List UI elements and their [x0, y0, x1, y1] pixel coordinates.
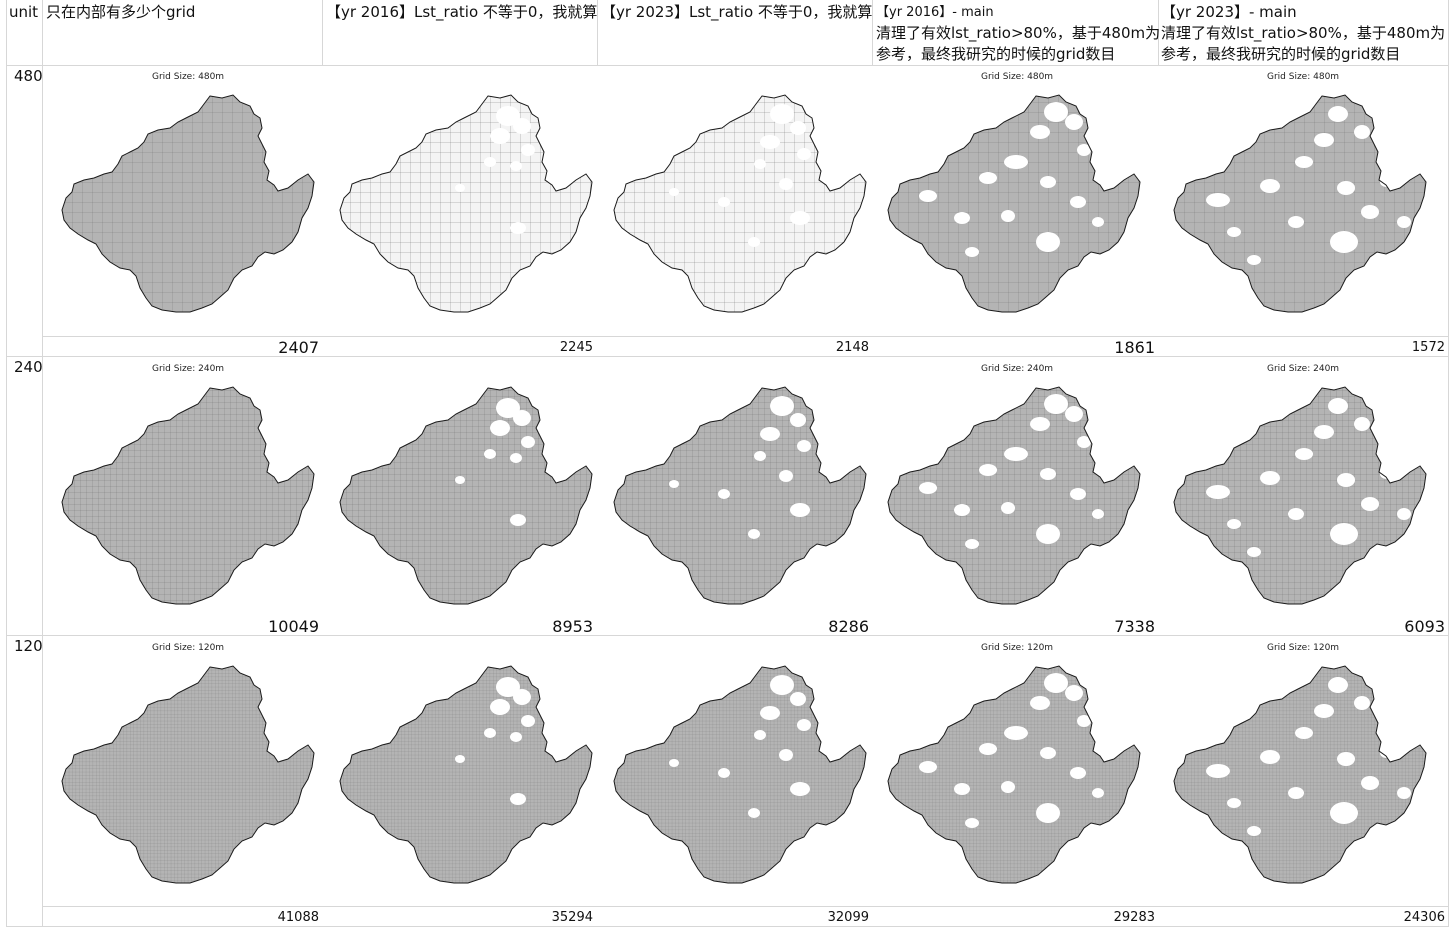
- grid-map-image: [1173, 94, 1427, 313]
- row-label-120[interactable]: 120: [14, 637, 43, 655]
- grid-map-image: [1173, 386, 1427, 605]
- map-title: Grid Size: 480m: [981, 72, 1054, 82]
- region-outline: [61, 386, 315, 605]
- grid-map-image: [1173, 665, 1427, 884]
- header-line: 清理了有效lst_ratio>80%，基于480m为: [876, 24, 1161, 42]
- region-outline: [1173, 94, 1427, 313]
- region-outline: [61, 665, 315, 884]
- grid-map-image: [887, 665, 1141, 884]
- header-line: 清理了有效lst_ratio>80%，基于480m为: [1161, 24, 1446, 42]
- column-header-2016-main[interactable]: 【yr 2016】- main 清理了有效lst_ratio>80%，基于480…: [876, 2, 1160, 65]
- region-outline: [1173, 386, 1427, 605]
- row-label-480[interactable]: 480: [14, 67, 43, 85]
- row-divider: [6, 65, 1448, 66]
- region-outline: [887, 386, 1141, 605]
- map-title: Grid Size: 480m: [1267, 72, 1340, 82]
- grid-map-image: [61, 386, 315, 605]
- header-line: 参考，最终我研究的时候的grid数目: [1161, 45, 1401, 63]
- region-outline: [1173, 665, 1427, 884]
- header-line: 【yr 2023】- main: [1161, 3, 1297, 21]
- region-outline: [887, 665, 1141, 884]
- column-divider: [597, 0, 598, 66]
- grid-map-image: [61, 665, 315, 884]
- map-title: Grid Size: 120m: [1267, 643, 1340, 653]
- column-divider: [1448, 0, 1449, 927]
- header-line: 【yr 2016】- main: [876, 5, 994, 20]
- map-title: Grid Size: 240m: [152, 364, 225, 374]
- map-title: Grid Size: 240m: [1267, 364, 1340, 374]
- count-cell[interactable]: 24306: [1403, 910, 1445, 925]
- column-header-2023-nonzero[interactable]: 【yr 2023】Lst_ratio 不等于0，我就算: [601, 2, 872, 23]
- column-divider: [322, 0, 323, 66]
- grid-map-image: [613, 94, 867, 313]
- column-header-2023-main[interactable]: 【yr 2023】- main 清理了有效lst_ratio>80%，基于480…: [1161, 2, 1445, 65]
- column-divider: [42, 0, 43, 927]
- grid-map-image: [887, 386, 1141, 605]
- grid-map-image: [339, 386, 593, 605]
- grid-map-image: [613, 386, 867, 605]
- count-cell[interactable]: 8953: [552, 617, 593, 636]
- region-outline: [613, 94, 867, 313]
- count-cell[interactable]: 32099: [827, 910, 869, 925]
- count-cell[interactable]: 29283: [1113, 910, 1155, 925]
- grid-map-image: [339, 94, 593, 313]
- region-outline: [613, 665, 867, 884]
- region-outline: [61, 94, 315, 313]
- count-cell[interactable]: 8286: [828, 617, 869, 636]
- column-header-2016-nonzero[interactable]: 【yr 2016】Lst_ratio 不等于0，我就算: [326, 2, 597, 23]
- count-cell[interactable]: 2148: [835, 340, 869, 355]
- count-cell[interactable]: 35294: [551, 910, 593, 925]
- count-cell[interactable]: 10049: [268, 617, 319, 636]
- column-divider: [1158, 0, 1159, 66]
- map-title: Grid Size: 480m: [152, 72, 225, 82]
- count-divider: [42, 906, 1448, 907]
- grid-map-image: [887, 94, 1141, 313]
- header-line: 【yr 2016】Lst_ratio 不等于0，我就算: [326, 3, 598, 21]
- count-cell[interactable]: 2407: [278, 338, 319, 357]
- grid-map-image: [61, 94, 315, 313]
- region-outline: [339, 94, 593, 313]
- region-outline: [339, 665, 593, 884]
- count-cell[interactable]: 1572: [1411, 340, 1445, 355]
- map-title: Grid Size: 120m: [981, 643, 1054, 653]
- column-header-inner[interactable]: 只在内部有多少个grid: [46, 2, 195, 23]
- map-title: Grid Size: 120m: [152, 643, 225, 653]
- count-cell[interactable]: 6093: [1404, 617, 1445, 636]
- column-divider: [872, 0, 873, 66]
- unit-header[interactable]: unit: [9, 3, 39, 21]
- region-outline: [613, 386, 867, 605]
- header-line: 【yr 2023】Lst_ratio 不等于0，我就算: [601, 3, 873, 21]
- count-divider: [42, 336, 1448, 337]
- region-outline: [887, 94, 1141, 313]
- row-divider: [6, 635, 1448, 636]
- column-divider: [6, 0, 7, 927]
- region-outline: [339, 386, 593, 605]
- grid-map-image: [613, 665, 867, 884]
- map-title: Grid Size: 240m: [981, 364, 1054, 374]
- grid-map-image: [339, 665, 593, 884]
- count-cell[interactable]: 41088: [277, 910, 319, 925]
- row-divider: [6, 356, 1448, 357]
- count-cell[interactable]: 7338: [1114, 617, 1155, 636]
- count-cell[interactable]: 2245: [559, 340, 593, 355]
- count-cell[interactable]: 1861: [1114, 338, 1155, 357]
- header-line: 参考，最终我研究的时候的grid数目: [876, 45, 1116, 63]
- row-label-240[interactable]: 240: [14, 358, 43, 376]
- row-divider: [6, 926, 1448, 927]
- header-line: 只在内部有多少个grid: [46, 3, 196, 21]
